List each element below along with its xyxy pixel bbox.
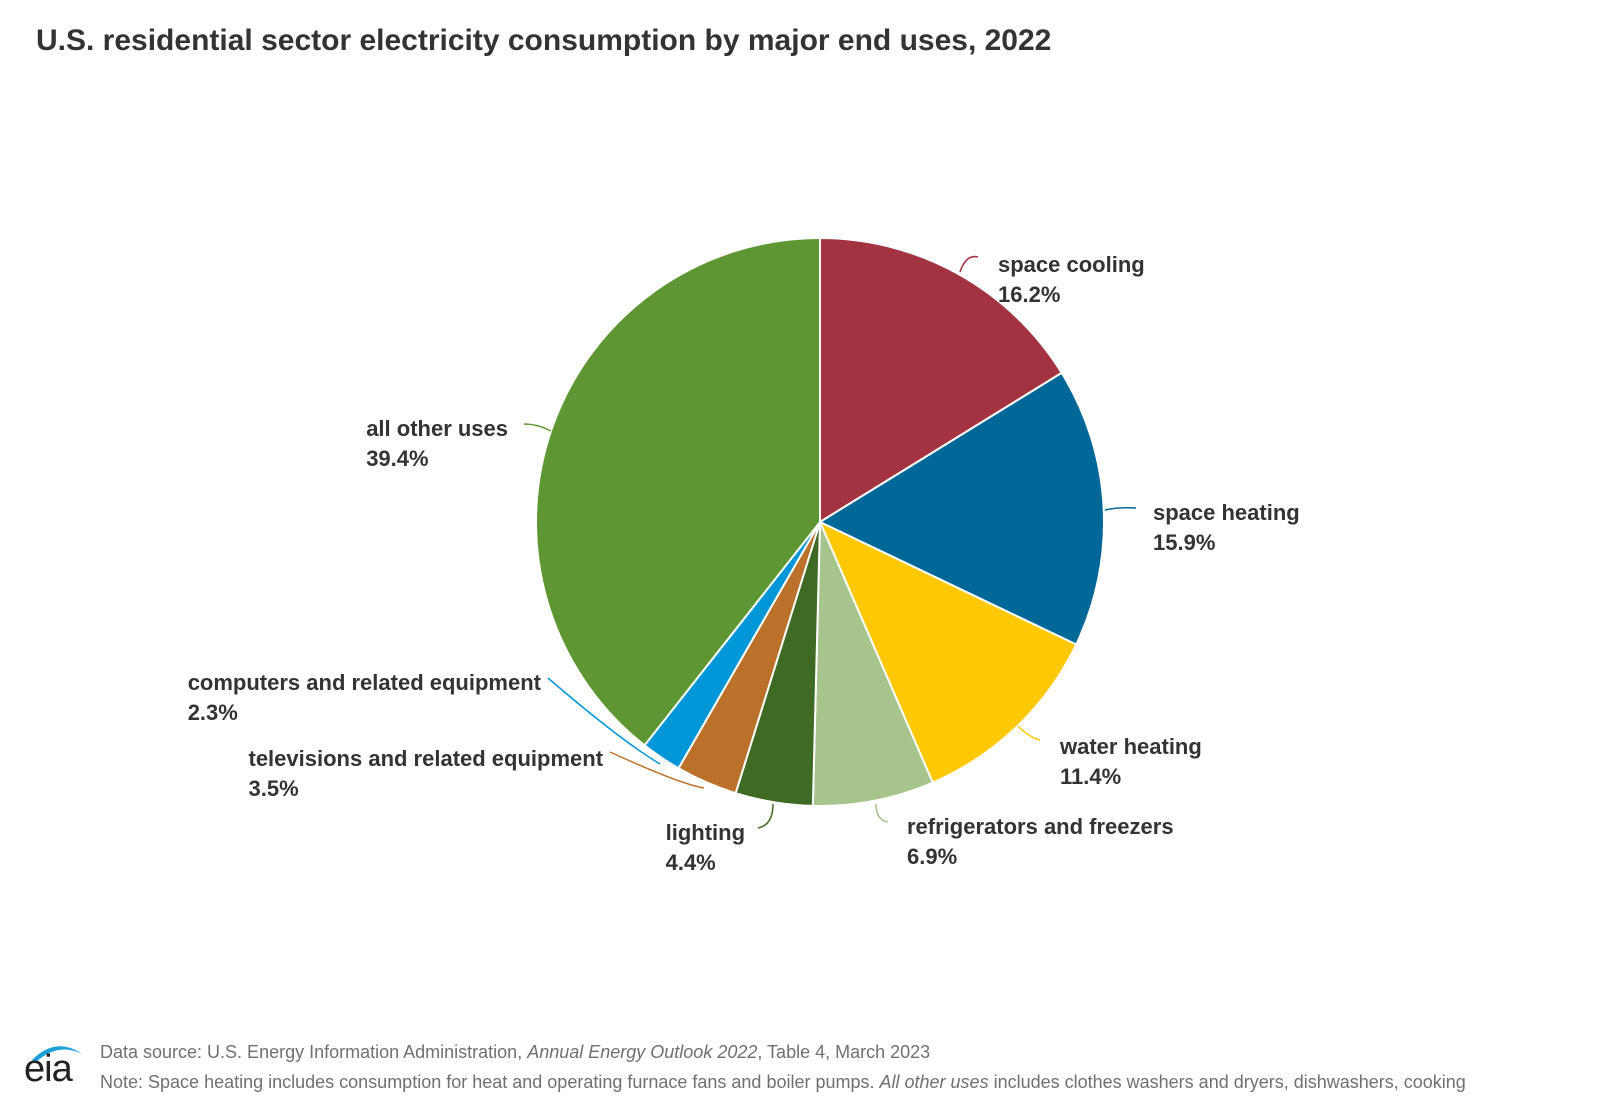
- label-connector-water-heating: [1017, 725, 1041, 741]
- pie-slice-all-other-uses[interactable]: [535, 237, 821, 747]
- pie-slice-space-heating[interactable]: [819, 371, 1105, 646]
- label-connector-space-heating: [1104, 507, 1137, 511]
- slice-value-water-heating: 11.4%: [1060, 764, 1121, 789]
- slice-labels: space cooling 16.2% space heating 15.9% wate…: [188, 252, 1300, 875]
- source-prefix: Data source: U.S. Energy Information Adm…: [100, 1042, 528, 1062]
- source-publication: Annual Energy Outlook 2022: [527, 1042, 758, 1062]
- pie-slices: [535, 237, 1105, 807]
- data-source-note: Data source: U.S. Energy Information Adm…: [100, 1042, 930, 1063]
- slice-value-televisions-and-related-equipment: 3.5%: [249, 776, 299, 801]
- slice-value-computers-and-related-equipment: 2.3%: [188, 700, 238, 725]
- slice-value-lighting: 4.4%: [666, 850, 716, 875]
- slice-value-refrigerators-and-freezers: 6.9%: [907, 844, 957, 869]
- eia-logo[interactable]: eia: [22, 1038, 86, 1094]
- slice-label-lighting: lighting: [666, 820, 745, 845]
- note-suffix: includes clothes washers and dryers, dis…: [988, 1072, 1466, 1092]
- footer: eia Data source: U.S. Energy Information…: [0, 1030, 1618, 1112]
- slice-label-space-cooling: space cooling: [998, 252, 1145, 277]
- label-connector-all-other-uses: [523, 423, 552, 432]
- logo-swoosh-icon: [32, 1046, 82, 1062]
- pie-slice-space-cooling[interactable]: [819, 237, 1063, 523]
- slice-value-all-other-uses: 39.4%: [366, 446, 428, 471]
- label-connector-refrigerators-and-freezers: [875, 803, 889, 823]
- slice-value-space-heating: 15.9%: [1153, 530, 1215, 555]
- slice-value-space-cooling: 16.2%: [998, 282, 1060, 307]
- slice-label-all-other-uses: all other uses: [366, 416, 508, 441]
- label-connector-lighting: [757, 803, 774, 829]
- logo-text: eia: [24, 1048, 73, 1090]
- label-connector-televisions-and-related-equipment: [609, 751, 705, 789]
- slice-label-refrigerators-and-freezers: refrigerators and freezers: [907, 814, 1174, 839]
- chart-title: U.S. residential sector electricity cons…: [36, 24, 1052, 57]
- label-connector-space-cooling: [959, 255, 979, 273]
- slice-label-space-heating: space heating: [1153, 500, 1300, 525]
- source-suffix: , Table 4, March 2023: [757, 1042, 931, 1062]
- pie-slice-refrigerators-and-freezers[interactable]: [811, 521, 934, 807]
- slice-label-computers-and-related-equipment: computers and related equipment: [188, 670, 542, 695]
- label-connector-computers-and-related-equipment: [547, 677, 661, 765]
- slice-label-water-heating: water heating: [1059, 734, 1202, 759]
- footnote: Note: Space heating includes consumption…: [100, 1072, 1466, 1093]
- pie-slice-water-heating[interactable]: [819, 521, 1078, 784]
- slice-label-televisions-and-related-equipment: televisions and related equipment: [249, 746, 604, 771]
- note-emphasis: All other uses: [879, 1072, 989, 1092]
- note-prefix: Note: Space heating includes consumption…: [100, 1072, 880, 1092]
- pie-chart: space cooling 16.2% space heating 15.9% wate…: [188, 237, 1300, 875]
